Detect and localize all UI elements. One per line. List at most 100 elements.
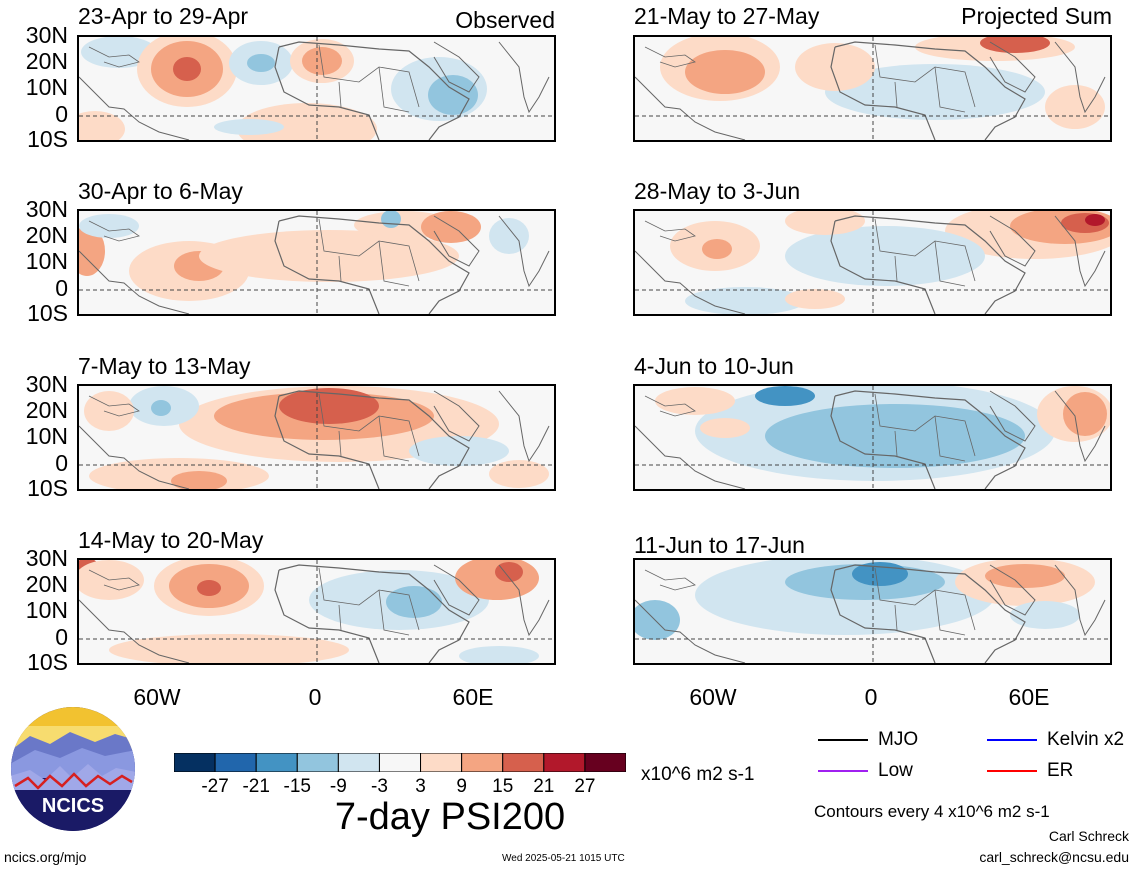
map-line bbox=[644, 569, 696, 591]
contours-note: Contours every 4 x10^6 m2 s-1 bbox=[814, 802, 1050, 821]
lon-label: 0 bbox=[308, 684, 322, 710]
lat-label: 10N bbox=[25, 248, 68, 274]
panel-title: 11-Jun to 17-Jun bbox=[634, 532, 805, 558]
lat-label: 0 bbox=[55, 275, 68, 301]
map-line bbox=[338, 66, 410, 113]
timestamp: Wed 2025-05-21 1015 UTC bbox=[502, 853, 625, 864]
map-line bbox=[88, 395, 140, 417]
map-line bbox=[318, 567, 420, 631]
map-panel bbox=[77, 35, 556, 142]
lat-label: 0 bbox=[55, 624, 68, 650]
map-line bbox=[274, 220, 380, 314]
lat-label: 10N bbox=[25, 597, 68, 623]
legend-line bbox=[818, 739, 868, 741]
map-line bbox=[88, 220, 140, 242]
anomaly-field bbox=[635, 37, 1110, 140]
map-panel bbox=[633, 384, 1112, 491]
colorbar-swatch bbox=[173, 752, 216, 773]
logo-text: NCICS bbox=[42, 795, 104, 817]
lon-label: 60W bbox=[133, 684, 181, 710]
observed-label: Observed bbox=[455, 7, 555, 33]
map-line bbox=[498, 215, 550, 288]
map-line bbox=[644, 46, 696, 68]
colorbar-swatch bbox=[461, 752, 504, 773]
panel-title: 23-Apr to 29-Apr bbox=[78, 3, 249, 29]
panel-title: 21-May to 27-May bbox=[634, 3, 820, 29]
map-line bbox=[338, 415, 410, 462]
colorbar-tick-label: -27 bbox=[201, 776, 229, 797]
colorbar-tick-label: -9 bbox=[329, 776, 347, 797]
lon-label: 60E bbox=[1008, 684, 1050, 710]
map-line bbox=[1054, 564, 1106, 637]
map-line bbox=[1054, 41, 1106, 114]
colorbar-swatch bbox=[584, 752, 627, 773]
map-line bbox=[874, 218, 976, 282]
anomaly-field bbox=[635, 386, 1110, 489]
map-line bbox=[433, 41, 480, 93]
map-line bbox=[989, 390, 1036, 442]
map-line bbox=[635, 76, 746, 140]
legend-label: MJO bbox=[878, 729, 919, 750]
lat-label: 0 bbox=[55, 101, 68, 127]
lon-label: 60E bbox=[452, 684, 494, 710]
lat-label: 10N bbox=[25, 74, 68, 100]
map-line bbox=[894, 415, 966, 462]
legend-line bbox=[987, 770, 1037, 772]
map-line bbox=[874, 393, 976, 457]
map-line bbox=[274, 395, 380, 489]
colorbar-tick-label: -21 bbox=[242, 776, 270, 797]
legend-label: Kelvin x2 bbox=[1047, 729, 1125, 750]
map-line bbox=[894, 240, 966, 287]
map-panel bbox=[633, 35, 1112, 142]
map-line bbox=[79, 599, 190, 663]
map-line bbox=[635, 425, 746, 489]
map-line bbox=[1054, 215, 1106, 288]
map-line bbox=[874, 44, 976, 108]
map-line bbox=[1054, 390, 1106, 463]
colorbar-tick-label: 27 bbox=[574, 776, 596, 797]
colorbar-swatch bbox=[214, 752, 257, 773]
map-line bbox=[830, 569, 936, 663]
map-line bbox=[79, 76, 190, 140]
map-line bbox=[498, 564, 550, 637]
lat-label: 30N bbox=[25, 371, 68, 397]
map-line bbox=[894, 66, 966, 113]
lat-label: 10N bbox=[25, 423, 68, 449]
colorbar-swatch bbox=[296, 752, 339, 773]
lon-label: 60W bbox=[689, 684, 737, 710]
legend-line bbox=[987, 739, 1037, 741]
panel-title: 14-May to 20-May bbox=[78, 527, 264, 553]
map-line bbox=[79, 250, 190, 314]
colorbar-tick-label: -15 bbox=[283, 776, 311, 797]
colorbar bbox=[173, 752, 627, 773]
map-line bbox=[830, 395, 936, 489]
colorbar-swatch bbox=[502, 752, 545, 773]
map-panel bbox=[77, 209, 556, 316]
lat-label: 10S bbox=[27, 475, 68, 501]
map-line bbox=[318, 218, 420, 282]
lat-label: 20N bbox=[25, 571, 68, 597]
map-panel bbox=[77, 384, 556, 491]
projected-label: Projected Sum bbox=[961, 3, 1112, 29]
map-line bbox=[88, 569, 140, 591]
map-panel bbox=[77, 558, 556, 665]
map-line bbox=[830, 46, 936, 140]
colorbar-tick-label: -3 bbox=[371, 776, 388, 797]
colorbar-tick-label: 9 bbox=[456, 776, 467, 797]
map-line bbox=[894, 589, 966, 636]
map-line bbox=[433, 564, 480, 616]
lat-label: 30N bbox=[25, 22, 68, 48]
map-line bbox=[874, 567, 976, 631]
anomaly-field bbox=[635, 560, 1110, 663]
map-line bbox=[274, 569, 380, 663]
map-line bbox=[278, 41, 470, 140]
map-line bbox=[834, 215, 1026, 314]
email: carl_schreck@ncsu.edu bbox=[979, 849, 1129, 865]
colorbar-swatch bbox=[255, 752, 298, 773]
map-line bbox=[834, 564, 1026, 663]
website-link[interactable]: ncics.org/mjo bbox=[4, 849, 87, 865]
map-line bbox=[433, 215, 480, 267]
map-line bbox=[834, 41, 1026, 140]
main-title: 7-day PSI200 bbox=[334, 796, 566, 838]
anomaly-field bbox=[635, 211, 1110, 314]
